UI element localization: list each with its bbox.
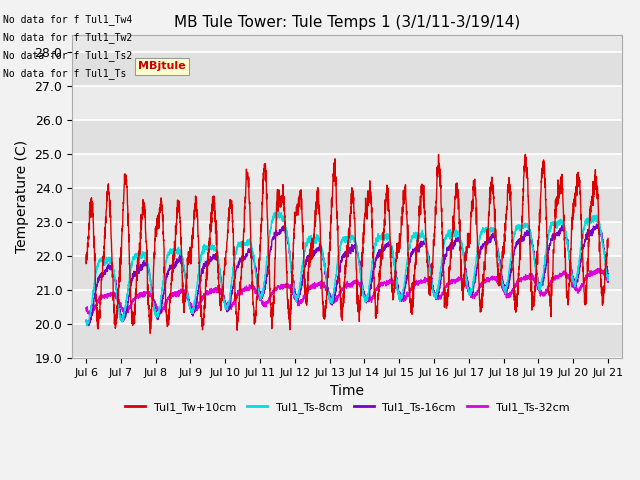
- Text: No data for f Tul1_Ts2: No data for f Tul1_Ts2: [3, 50, 132, 61]
- Bar: [72, 256, 622, 290]
- Bar: [72, 188, 622, 222]
- Text: MBjtule: MBjtule: [138, 61, 186, 72]
- Text: No data for f Tul1_Ts: No data for f Tul1_Ts: [3, 68, 127, 79]
- Legend: Tul1_Tw+10cm, Tul1_Ts-8cm, Tul1_Ts-16cm, Tul1_Ts-32cm: Tul1_Tw+10cm, Tul1_Ts-8cm, Tul1_Ts-16cm,…: [120, 397, 574, 417]
- Bar: [72, 86, 622, 120]
- Bar: [72, 154, 622, 188]
- Text: No data for f Tul1_Tw4: No data for f Tul1_Tw4: [3, 13, 132, 24]
- Bar: [72, 290, 622, 324]
- Bar: [72, 120, 622, 154]
- Bar: [72, 52, 622, 86]
- Y-axis label: Temperature (C): Temperature (C): [15, 140, 29, 253]
- Bar: [72, 324, 622, 358]
- X-axis label: Time: Time: [330, 384, 364, 397]
- Title: MB Tule Tower: Tule Temps 1 (3/1/11-3/19/14): MB Tule Tower: Tule Temps 1 (3/1/11-3/19…: [174, 15, 520, 30]
- Bar: [72, 222, 622, 256]
- Text: No data for f Tul1_Tw2: No data for f Tul1_Tw2: [3, 32, 132, 43]
